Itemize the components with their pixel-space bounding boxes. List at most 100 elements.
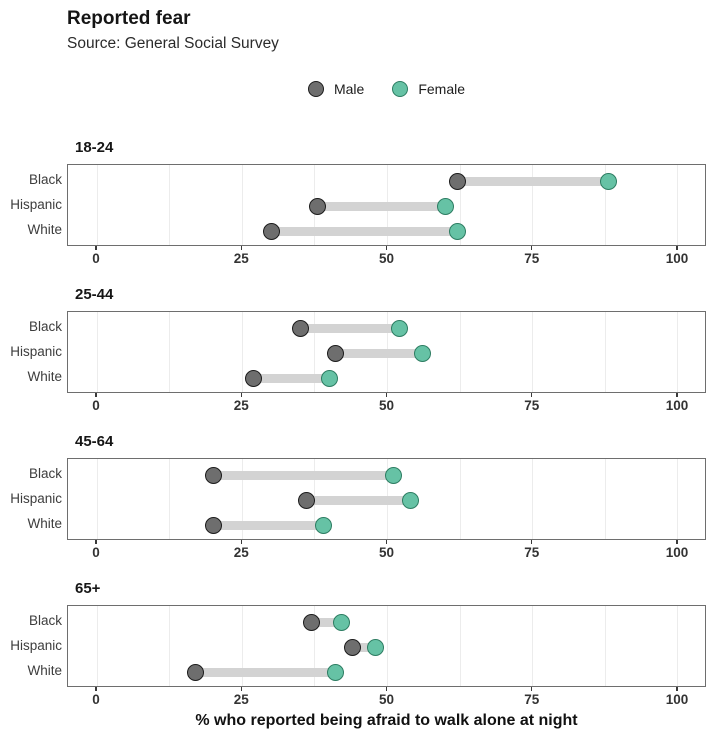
legend-item-female: Female — [392, 81, 465, 97]
panel-area: Black Hispanic White — [0, 458, 714, 540]
category-label: White — [27, 516, 62, 531]
gridline — [532, 312, 534, 392]
dot-female — [402, 491, 420, 509]
category-label: Hispanic — [10, 344, 62, 359]
dot-female — [315, 516, 333, 534]
x-tick-mark — [530, 540, 533, 544]
dot-male — [291, 319, 309, 337]
dot-male — [204, 466, 222, 484]
dumbbell-connector — [300, 323, 400, 333]
gridline — [459, 165, 461, 245]
gridline — [677, 312, 679, 392]
x-tick-label: 0 — [92, 251, 100, 266]
legend-item-male: Male — [307, 81, 365, 97]
dot-female — [437, 197, 455, 215]
x-axis: 0 25 50 75 100 — [67, 393, 706, 415]
x-tick-label: 25 — [233, 692, 249, 707]
x-tick-label: 50 — [378, 251, 395, 266]
x-tick-mark — [385, 393, 388, 397]
gridline — [677, 459, 679, 539]
x-axis-title: % who reported being afraid to walk alon… — [195, 712, 578, 729]
legend-label: Male — [333, 81, 365, 97]
x-tick-mark — [240, 246, 243, 250]
x-tick-label: 0 — [92, 692, 100, 707]
category-label: Black — [28, 319, 62, 334]
x-tick-label: 50 — [378, 398, 395, 413]
dot-male — [309, 197, 327, 215]
category-label: White — [27, 369, 62, 384]
dumbbell-connector — [457, 176, 609, 186]
x-tick-label: 75 — [524, 545, 540, 560]
gridline — [459, 312, 461, 392]
gridline — [241, 606, 243, 686]
category-label: Hispanic — [10, 197, 62, 212]
gridline — [96, 606, 98, 686]
dot-female — [384, 466, 402, 484]
facet-panel — [67, 311, 706, 393]
x-tick-label: 25 — [233, 545, 249, 560]
gridline — [96, 165, 98, 245]
chart-title: Reported fear — [67, 8, 191, 29]
dot-male — [303, 613, 321, 631]
category-label: Black — [28, 172, 62, 187]
gridline — [677, 165, 679, 245]
panel-area: Black Hispanic White — [0, 605, 714, 687]
dot-male — [297, 491, 315, 509]
dot-female — [332, 613, 350, 631]
x-axis: 0 25 50 75 100 — [67, 540, 706, 562]
dot-female — [599, 172, 617, 190]
gridline — [314, 312, 316, 392]
dumbbell-connector — [213, 520, 324, 530]
gridline — [604, 606, 606, 686]
x-tick-mark — [676, 540, 678, 544]
gridline — [604, 312, 606, 392]
x-tick-label: 75 — [524, 398, 540, 413]
gridline — [387, 606, 388, 686]
dot-female — [367, 638, 385, 656]
x-tick-mark — [530, 246, 533, 250]
dot-female — [413, 344, 431, 362]
x-tick-mark — [676, 246, 678, 250]
dot-male — [262, 222, 280, 240]
gridline — [169, 312, 171, 392]
x-tick-label: 100 — [665, 251, 689, 266]
dot-male — [344, 638, 362, 656]
category-label: White — [27, 222, 62, 237]
panel-area: Black Hispanic White — [0, 311, 714, 393]
facet-45-64: 45-64 Black Hispanic White 0 25 50 75 100 — [0, 432, 714, 562]
dot-male — [326, 344, 344, 362]
category-label: Hispanic — [10, 638, 62, 653]
gridline — [604, 459, 606, 539]
x-tick-label: 75 — [524, 692, 540, 707]
facet-18-24: 18-24 Black Hispanic White 0 25 50 75 100 — [0, 138, 714, 268]
x-tick-mark — [240, 393, 243, 397]
category-label: Hispanic — [10, 491, 62, 506]
facet-25-44: 25-44 Black Hispanic White 0 25 50 75 100 — [0, 285, 714, 415]
dot-female — [326, 663, 344, 681]
legend-label: Female — [418, 81, 466, 97]
x-tick-label: 100 — [665, 692, 689, 707]
dumbbell-connector — [335, 348, 423, 358]
facet-title: 65+ — [75, 580, 101, 597]
dumbbell-connector — [311, 617, 341, 627]
x-tick-label: 75 — [524, 251, 540, 266]
x-tick-mark — [530, 687, 533, 691]
gridline — [169, 459, 171, 539]
legend-dot-male-icon — [307, 81, 324, 97]
dumbbell-connector — [306, 495, 411, 505]
dumbbell-connector — [271, 226, 458, 236]
gridline — [169, 165, 171, 245]
x-tick-label: 25 — [233, 398, 249, 413]
category-label: Black — [28, 613, 62, 628]
facet-65+: 65+ Black Hispanic White 0 25 50 75 100 — [0, 579, 714, 709]
gridline — [677, 606, 679, 686]
gridline — [459, 606, 461, 686]
gridline — [96, 312, 98, 392]
x-tick-mark — [240, 687, 243, 691]
dumbbell-connector — [317, 201, 446, 211]
facet-title: 45-64 — [75, 433, 114, 450]
gridline — [604, 165, 606, 245]
dumbbell-connector — [352, 642, 376, 652]
x-tick-mark — [95, 246, 97, 250]
